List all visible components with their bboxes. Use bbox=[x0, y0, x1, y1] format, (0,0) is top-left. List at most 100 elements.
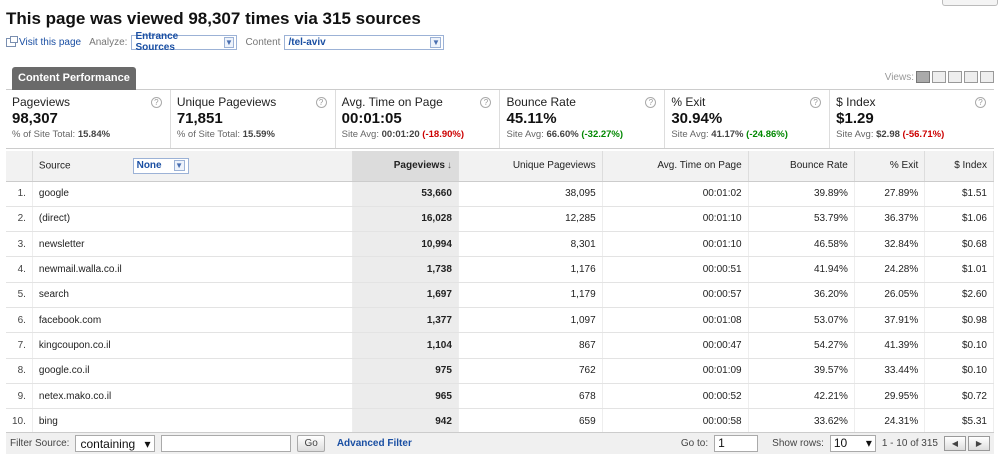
source-cell[interactable]: newmail.walla.co.il bbox=[32, 256, 353, 283]
content-label: Content bbox=[245, 36, 281, 48]
table-cell: 1,097 bbox=[458, 307, 603, 334]
table-cell: $5.31 bbox=[924, 408, 994, 435]
table-cell: 26.05% bbox=[854, 282, 926, 308]
scorecard-sub: Site Avg: $2.98 (-56.71%) bbox=[836, 129, 945, 140]
source-cell[interactable]: kingcoupon.co.il bbox=[32, 332, 353, 359]
help-icon[interactable]: ? bbox=[315, 97, 327, 108]
tab-bar: Content Performance Views: bbox=[6, 67, 994, 90]
header-index bbox=[6, 151, 33, 182]
help-icon[interactable]: ? bbox=[480, 97, 492, 108]
table-cell: 53.79% bbox=[748, 206, 855, 233]
source-cell[interactable]: (direct) bbox=[32, 206, 353, 233]
summary-scorecards: Pageviews 98,307 % of Site Total: 15.84%… bbox=[6, 90, 994, 149]
show-rows-value: 10 bbox=[833, 436, 848, 450]
bar-view-icon[interactable] bbox=[948, 71, 962, 83]
next-page-button[interactable]: ▶ bbox=[968, 436, 990, 451]
analyze-value: Entrance Sources bbox=[135, 31, 179, 53]
prev-page-button[interactable]: ◀ bbox=[944, 436, 966, 451]
header-source[interactable]: Source None ▼ bbox=[32, 151, 353, 182]
table-cell: 24.28% bbox=[854, 256, 926, 283]
table-cell: 53.07% bbox=[748, 307, 855, 334]
scorecard-value: 45.11% bbox=[506, 110, 557, 127]
table-cell: $0.72 bbox=[924, 383, 994, 410]
table-row: 3. newsletter 10,994 8,301 00:01:10 46.58% 32.… bbox=[6, 231, 994, 258]
content-select[interactable]: /tel-aviv ▼ bbox=[284, 34, 445, 50]
show-rows-select[interactable]: 10 ▾ bbox=[829, 435, 876, 452]
table-header-row: Source None ▼ Pageviews ↓ Unique Pageviews … bbox=[6, 151, 994, 182]
filter-mode-select[interactable]: containing ▾ bbox=[75, 435, 156, 452]
dropdown-arrow-icon: ▾ bbox=[144, 436, 151, 451]
header-bounce-rate[interactable]: Bounce Rate bbox=[748, 151, 855, 182]
scorecard-sub: Site Avg: 66.60% (-32.27%) bbox=[506, 129, 624, 140]
page-title: This page was viewed 98,307 times via 31… bbox=[6, 9, 421, 28]
table-cell: 762 bbox=[458, 358, 603, 384]
table-cell: 10. bbox=[6, 408, 33, 435]
source-cell[interactable]: facebook.com bbox=[32, 307, 353, 334]
table-cell: 29.95% bbox=[854, 383, 926, 410]
header-unique-pageviews[interactable]: Unique Pageviews bbox=[458, 151, 603, 182]
help-icon[interactable]: ? bbox=[150, 97, 162, 108]
table-row: 1. google 53,660 38,095 00:01:02 39.89% 27.89%… bbox=[6, 181, 994, 207]
table-cell: 46.58% bbox=[748, 231, 855, 258]
secondary-dimension-select[interactable]: None ▼ bbox=[132, 157, 189, 174]
table-cell: 39.89% bbox=[748, 181, 855, 207]
visit-page-link[interactable]: Visit this page bbox=[19, 36, 82, 48]
table-row: 10. bing 942 659 00:00:58 33.62% 24.31% $5.31 bbox=[6, 408, 994, 435]
source-cell[interactable]: newsletter bbox=[32, 231, 353, 258]
table-cell: 54.27% bbox=[748, 332, 855, 359]
help-icon[interactable]: ? bbox=[645, 97, 657, 108]
source-cell[interactable]: netex.mako.co.il bbox=[32, 383, 353, 410]
advanced-filter-link[interactable]: Advanced Filter bbox=[336, 438, 412, 449]
scorecard-value: 30.94% bbox=[671, 110, 723, 127]
table-cell: 41.94% bbox=[748, 256, 855, 283]
header-avg-time[interactable]: Avg. Time on Page bbox=[602, 151, 749, 182]
goto-input[interactable]: 1 bbox=[714, 435, 759, 452]
external-link-icon bbox=[6, 35, 18, 47]
source-cell[interactable]: google.co.il bbox=[32, 358, 353, 384]
table-cell: 00:00:52 bbox=[602, 383, 749, 410]
analyze-select[interactable]: Entrance Sources ▼ bbox=[131, 31, 238, 53]
filter-go-button[interactable]: Go bbox=[297, 435, 325, 452]
table-cell: 1,104 bbox=[352, 332, 459, 359]
scorecard-title: % Exit bbox=[671, 95, 706, 109]
pivot-view-icon[interactable] bbox=[980, 71, 994, 83]
table-cell: $1.51 bbox=[924, 181, 994, 207]
table-cell: 2. bbox=[6, 206, 33, 233]
table-cell: 6. bbox=[6, 307, 33, 334]
tab-content-performance[interactable]: Content Performance bbox=[12, 67, 136, 90]
table-cell: 3. bbox=[6, 231, 33, 258]
header-pageviews[interactable]: Pageviews ↓ bbox=[352, 151, 459, 182]
table-cell: 00:00:51 bbox=[602, 256, 749, 283]
table-cell: 36.37% bbox=[854, 206, 926, 233]
chevron-down-icon: ▼ bbox=[173, 160, 185, 172]
header-index-dollar[interactable]: $ Index bbox=[924, 151, 994, 182]
table-footer: Filter Source: containing ▾ Go Advanced F… bbox=[6, 432, 994, 454]
table-cell: 33.62% bbox=[748, 408, 855, 435]
source-cell[interactable]: google bbox=[32, 181, 353, 207]
analyze-label: Analyze: bbox=[89, 36, 128, 48]
pie-view-icon[interactable] bbox=[932, 71, 946, 83]
compare-view-icon[interactable] bbox=[964, 71, 978, 83]
top-right-button[interactable] bbox=[942, 0, 998, 6]
scorecard-value: 00:01:05 bbox=[341, 110, 402, 127]
source-cell[interactable]: search bbox=[32, 282, 353, 308]
table-cell: 975 bbox=[352, 358, 459, 384]
help-icon[interactable]: ? bbox=[810, 97, 822, 108]
source-cell[interactable]: bing bbox=[32, 408, 353, 435]
table-cell: 00:01:10 bbox=[602, 231, 749, 258]
table-cell: 42.21% bbox=[748, 383, 855, 410]
table-cell: 1,738 bbox=[352, 256, 459, 283]
table-cell: 41.39% bbox=[854, 332, 926, 359]
table-cell: 53,660 bbox=[352, 181, 459, 207]
table-cell: 00:01:09 bbox=[602, 358, 749, 384]
filter-input[interactable] bbox=[161, 435, 292, 452]
table-cell: 8. bbox=[6, 358, 33, 384]
help-icon[interactable]: ? bbox=[974, 97, 986, 108]
table-view-icon[interactable] bbox=[916, 71, 930, 83]
table-cell: 942 bbox=[352, 408, 459, 435]
table-cell: 00:00:57 bbox=[602, 282, 749, 308]
filter-mode-value: containing bbox=[80, 436, 136, 451]
table-cell: $0.68 bbox=[924, 231, 994, 258]
header-exit[interactable]: % Exit bbox=[854, 151, 926, 182]
table-cell: $2.60 bbox=[924, 282, 994, 308]
